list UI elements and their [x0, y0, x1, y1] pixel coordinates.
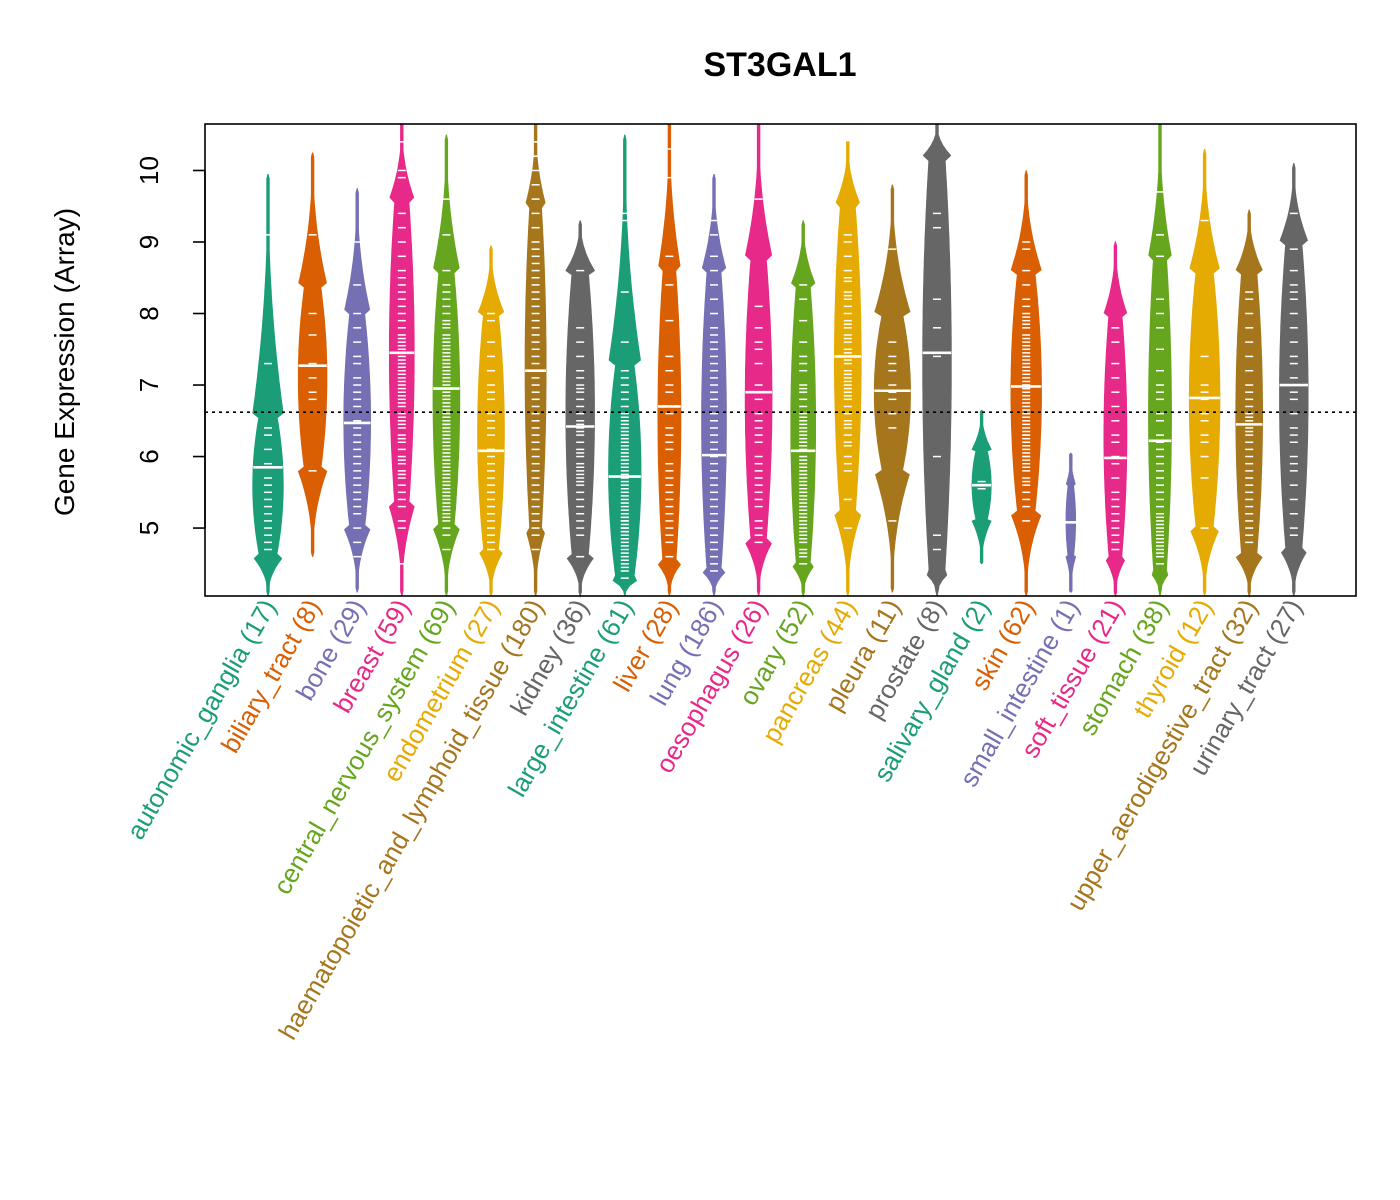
violin-prostate — [923, 124, 951, 596]
violin-kidney — [566, 221, 594, 597]
violin-biliary-tract — [298, 153, 326, 557]
violin-thyroid — [1189, 149, 1219, 596]
violin-stomach — [1149, 124, 1172, 596]
violin-chart: ST3GAL1 Gene Expression (Array) 5678910 … — [0, 0, 1400, 1200]
y-tick-label: 6 — [134, 449, 164, 463]
y-tick-label: 5 — [134, 521, 164, 535]
violin-large-intestine — [609, 135, 641, 596]
chart-title: ST3GAL1 — [703, 46, 856, 84]
x-axis-labels: autonomic_ganglia (17)biliary_tract (8)b… — [120, 594, 1308, 1045]
y-tick-label: 10 — [134, 156, 164, 185]
y-tick-label: 9 — [134, 235, 164, 249]
violin-group — [253, 124, 1308, 596]
violin-liver — [658, 124, 681, 596]
violin-endometrium — [478, 246, 505, 596]
y-axis-label: Gene Expression (Array) — [49, 208, 80, 516]
violin-salivary-gland — [972, 410, 991, 564]
violin-soft-tissue — [1104, 242, 1127, 596]
violin-autonomic-ganglia — [253, 174, 283, 596]
violin-pancreas — [835, 142, 862, 596]
violin-ovary — [791, 221, 816, 597]
violin-small-intestine — [1065, 453, 1077, 592]
violin-pleura — [874, 185, 910, 593]
plot-frame — [205, 124, 1356, 596]
violin-lung — [702, 174, 727, 596]
y-axis: 5 6 7 8 9 10 — [134, 156, 205, 535]
violin-upper-aerodigestive-tract — [1236, 210, 1263, 596]
violin-breast — [389, 124, 414, 596]
violin-skin — [1011, 170, 1041, 596]
y-tick-label: 8 — [134, 306, 164, 320]
violin-central-nervous-system — [433, 135, 460, 596]
violin-haematopoietic-and-lymphoid-tissue — [525, 124, 546, 596]
violin-urinary-tract — [1280, 163, 1308, 596]
y-tick-label: 7 — [134, 378, 164, 392]
violin-oesophagus — [745, 124, 772, 596]
violin-bone — [344, 188, 371, 592]
